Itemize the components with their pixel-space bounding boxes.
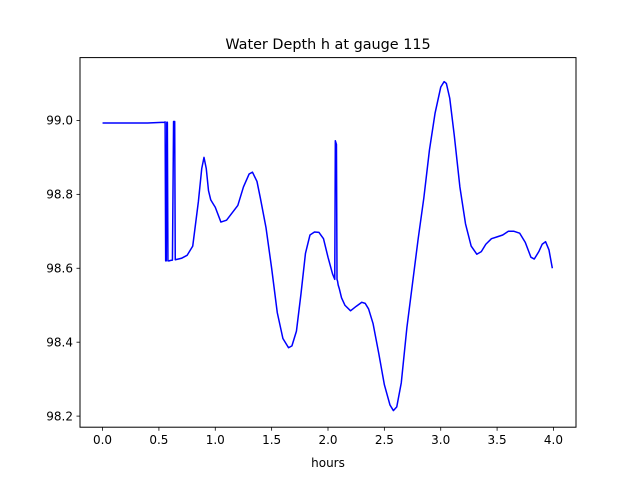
x-tick-label: 1.5: [262, 433, 281, 447]
x-tick-label: 3.0: [431, 433, 450, 447]
y-tick-label: 99.0: [46, 114, 73, 128]
x-tick-label: 2.5: [375, 433, 394, 447]
x-tick-label: 2.0: [318, 433, 337, 447]
x-axis-ticks: 0.0 0.5 1.0 1.5 2.0 2.5 3.0 3.5 4.0: [93, 427, 563, 447]
series-layer: [102, 80, 554, 412]
x-tick-label: 3.5: [488, 433, 507, 447]
x-tick-label: 1.0: [206, 433, 225, 447]
x-tick-label: 0.5: [149, 433, 168, 447]
x-tick-label: 4.0: [544, 433, 563, 447]
y-tick-label: 98.4: [46, 335, 73, 349]
chart-title: Water Depth h at gauge 115: [225, 37, 430, 53]
x-axis-label: hours: [311, 456, 345, 470]
plot-area: [80, 57, 576, 428]
y-tick-label: 98.6: [46, 261, 73, 275]
y-tick-label: 98.8: [46, 188, 73, 202]
series-line-0: [102, 80, 554, 412]
y-axis-ticks: 98.2 98.4 98.6 98.8 99.0: [46, 114, 80, 423]
y-tick-label: 98.2: [46, 409, 73, 423]
x-tick-label: 0.0: [93, 433, 112, 447]
